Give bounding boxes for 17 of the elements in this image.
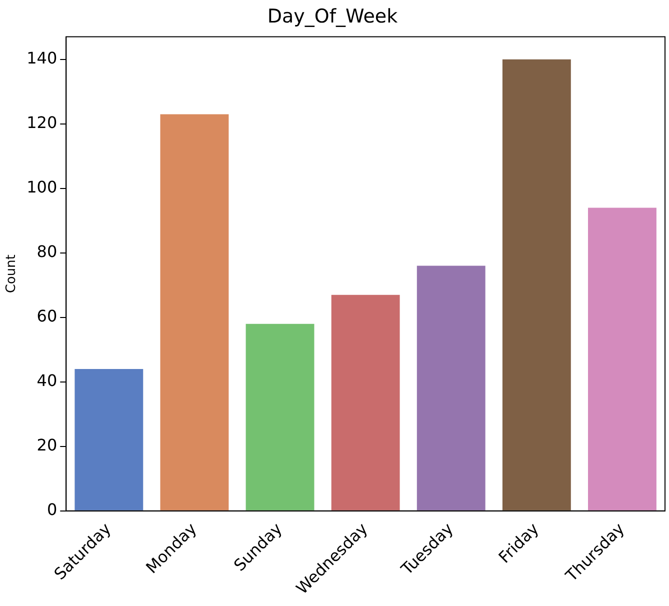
- bar: [502, 59, 571, 510]
- bar: [331, 294, 400, 510]
- y-axis-title: Count: [4, 254, 20, 294]
- y-tick-label: 80: [36, 242, 58, 262]
- bar: [246, 324, 314, 510]
- y-tick-label: 0: [46, 500, 58, 520]
- y-tick-label: 100: [26, 178, 58, 197]
- bar: [416, 266, 486, 510]
- y-tick-label: 40: [36, 371, 58, 390]
- y-tick-label: 20: [36, 436, 58, 455]
- chart-title: Day_Of_Week: [267, 5, 398, 28]
- bar: [160, 114, 229, 510]
- y-tick-label: 120: [26, 113, 58, 132]
- bar: [588, 208, 656, 510]
- y-tick-label: 60: [36, 306, 58, 326]
- y-tick-label: 140: [26, 48, 58, 68]
- bar: [74, 369, 144, 510]
